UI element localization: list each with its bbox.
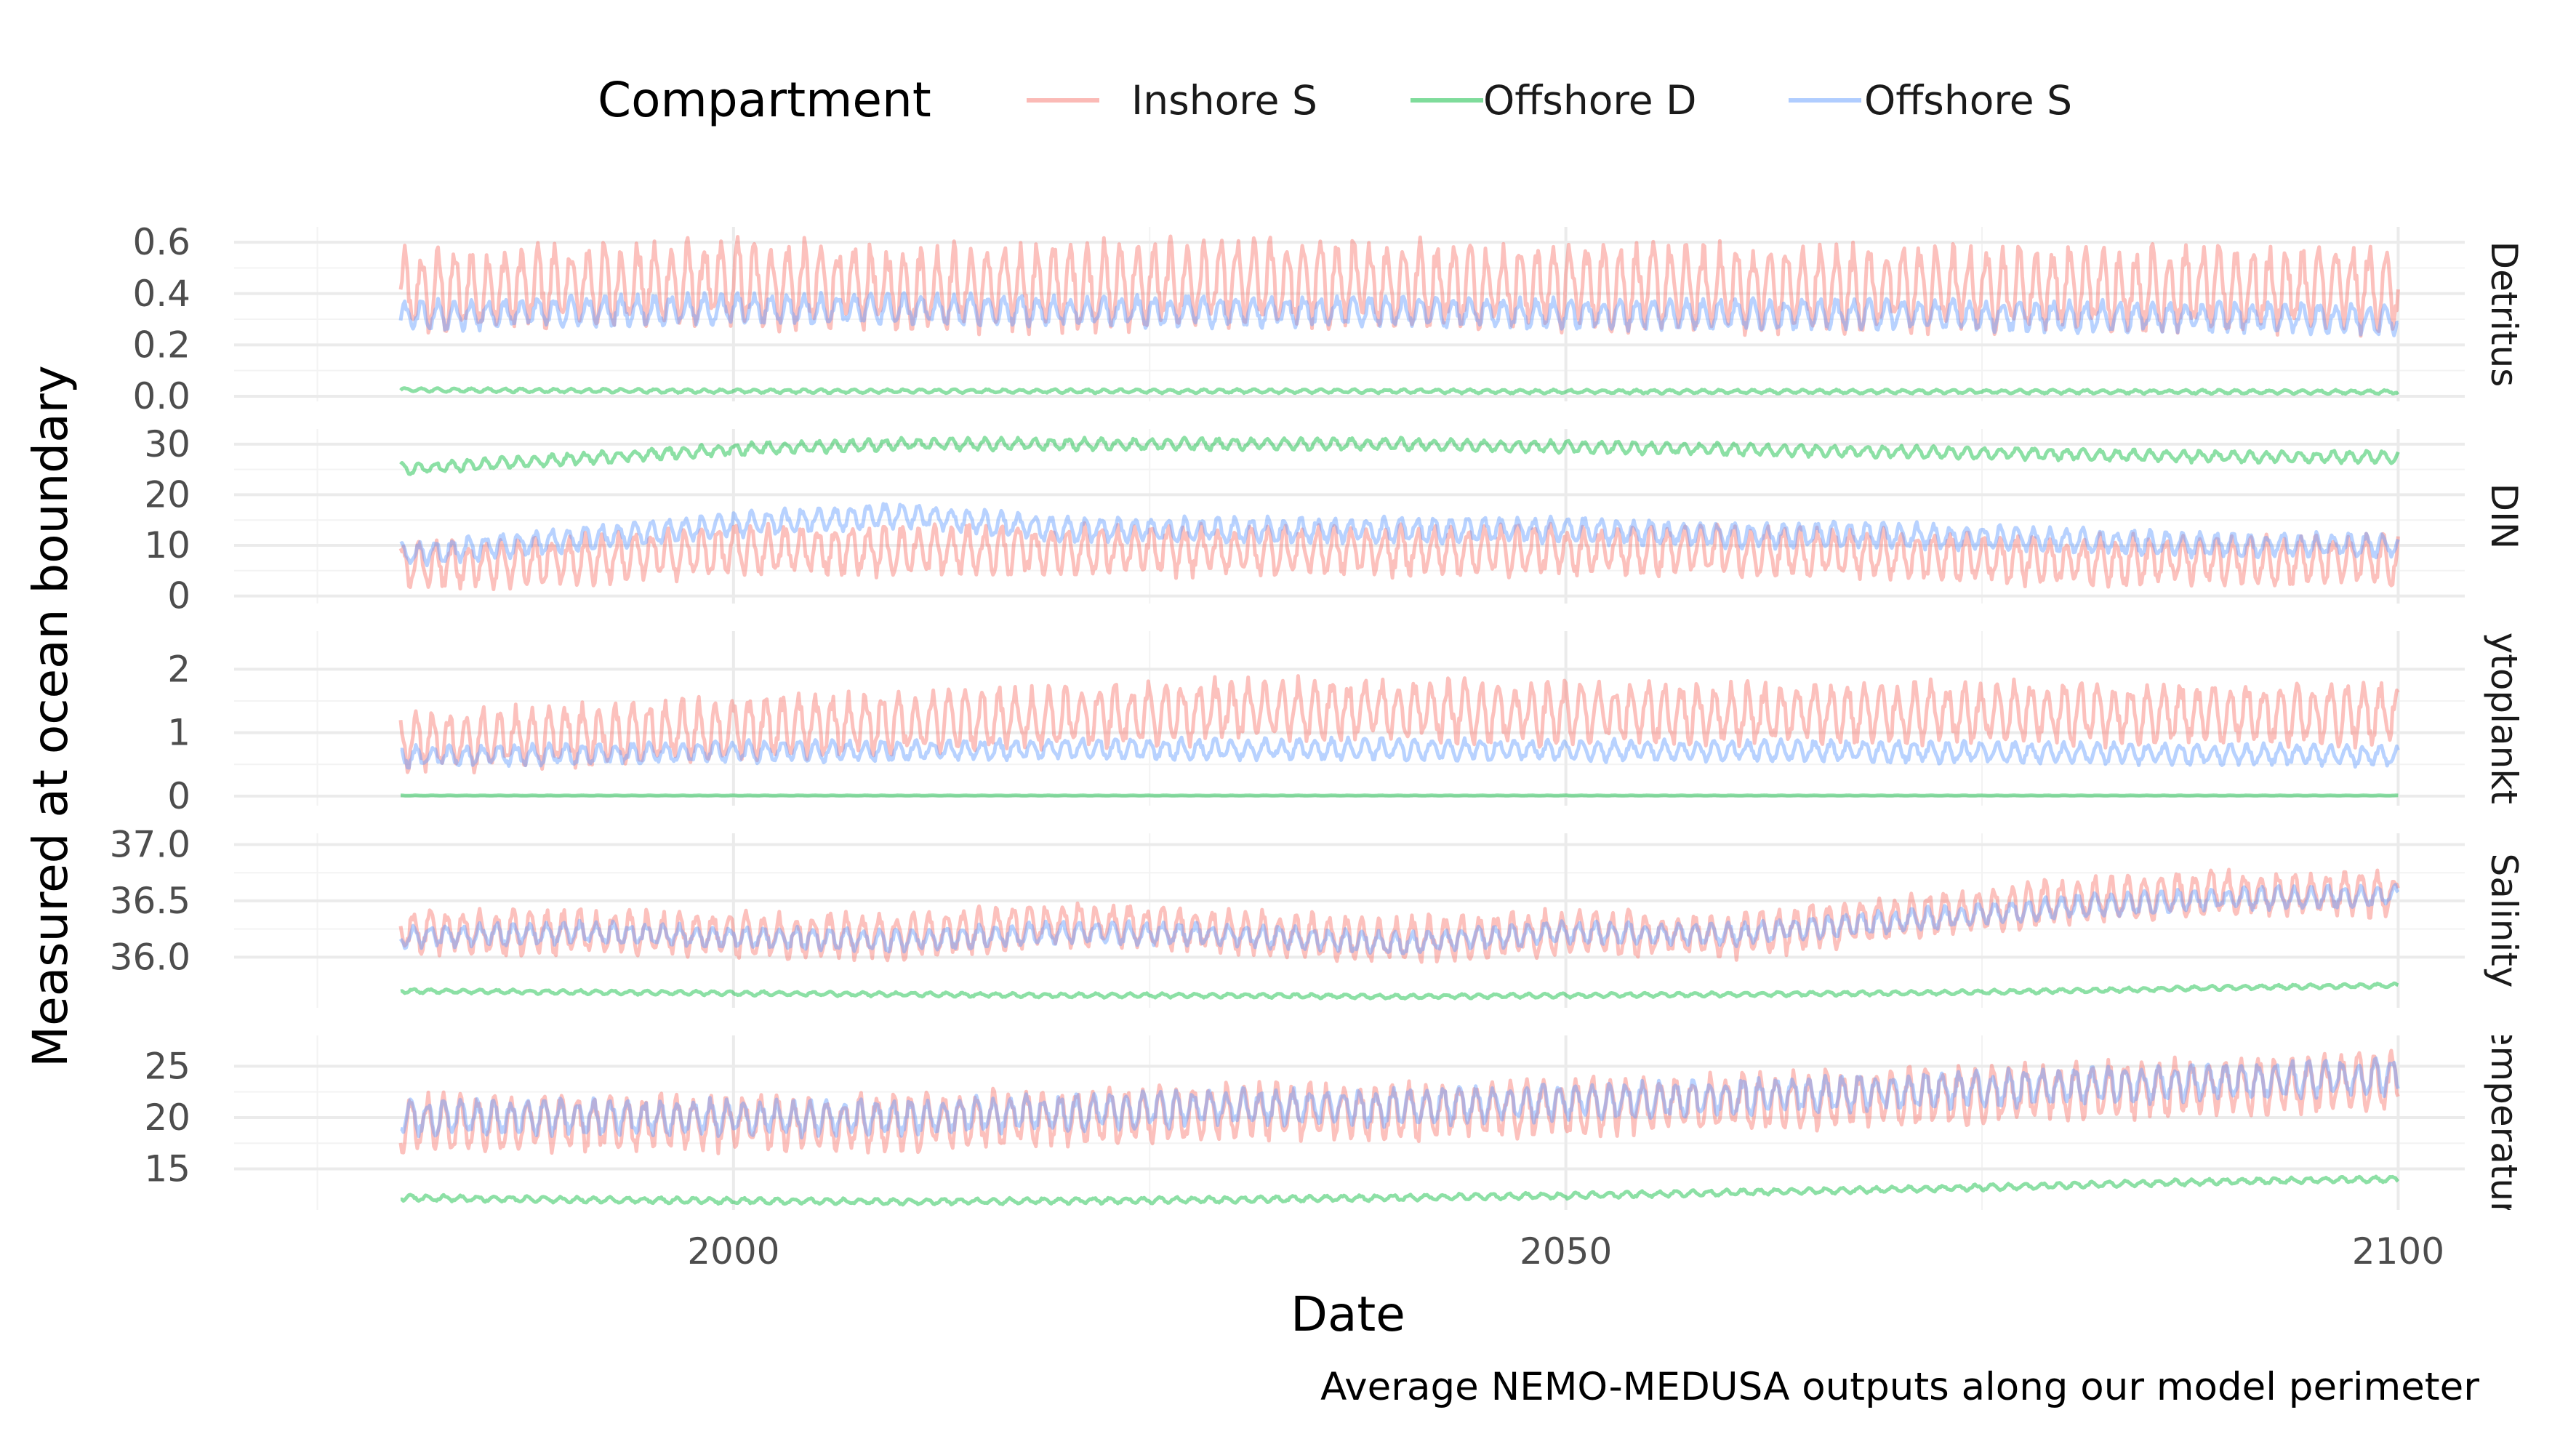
x-tick-label: 2100 xyxy=(2352,1230,2444,1272)
series-line-offshore-d xyxy=(400,793,2399,798)
y-tick-label: 10 xyxy=(144,524,190,566)
caption: Average NEMO-MEDUSA outputs along our mo… xyxy=(1320,1365,2479,1409)
facet-panels: 0.0 0.2 0.4 0.6 Detritus 0 10 20 30 DIN 0 1 2 Phytopl… xyxy=(110,221,2525,1238)
legend-title: Compartment xyxy=(598,72,931,128)
strip-label: DIN xyxy=(2483,484,2525,550)
y-tick-label: 0.2 xyxy=(132,324,190,366)
series-line-offshore-s xyxy=(400,1056,2400,1139)
series-line-offshore-s xyxy=(398,883,2400,955)
legend-label-offshore-d: Offshore D xyxy=(1483,77,1696,124)
legend: Compartment Inshore S Offshore D Offshor… xyxy=(598,72,2072,128)
panel-temperature: 15 20 25 Temperature xyxy=(144,1007,2525,1238)
y-tick-label: 0.6 xyxy=(132,221,190,263)
strip-phytoplankton: Phytoplankton xyxy=(2483,588,2525,849)
y-tick-label: 0.0 xyxy=(132,375,190,417)
y-axis-title: Measured at ocean boundary xyxy=(23,365,79,1067)
series-line-offshore-d xyxy=(399,386,2399,396)
panel-salinity: 36.0 36.5 37.0 Salinity xyxy=(110,823,2525,1008)
y-tick-label: 0 xyxy=(167,575,190,617)
series-line-offshore-s xyxy=(400,735,2400,770)
panel-din: 0 10 20 30 DIN xyxy=(144,423,2525,617)
y-tick-label: 36.5 xyxy=(110,880,190,922)
y-tick-label: 1 xyxy=(167,712,190,754)
x-tick-label: 2050 xyxy=(1520,1230,1612,1272)
series-line-offshore-s xyxy=(399,502,2400,568)
strip-din: DIN xyxy=(2483,484,2525,550)
series-line-inshore-s xyxy=(398,1049,2400,1155)
series-line-inshore-s xyxy=(398,867,2400,964)
y-tick-label: 36.0 xyxy=(110,936,190,978)
y-tick-label: 37.0 xyxy=(110,823,190,865)
series-line-inshore-s xyxy=(398,521,2400,591)
series-line-offshore-d xyxy=(400,981,2399,1001)
y-tick-label: 0.4 xyxy=(132,273,190,315)
strip-salinity: Salinity xyxy=(2483,854,2525,988)
y-tick-label: 25 xyxy=(144,1045,190,1087)
strip-label: Temperature xyxy=(2483,1007,2525,1238)
x-tick-label: 2000 xyxy=(687,1230,779,1272)
strip-temperature: Temperature xyxy=(2483,1007,2525,1238)
strip-label: Detritus xyxy=(2483,241,2525,388)
y-tick-label: 20 xyxy=(144,473,190,516)
x-axis-ticks: 2000 2050 2100 xyxy=(687,1230,2444,1272)
series-line-offshore-d xyxy=(399,436,2400,476)
strip-label: Salinity xyxy=(2483,854,2525,988)
y-tick-label: 2 xyxy=(167,648,190,690)
legend-label-offshore-s: Offshore S xyxy=(1864,77,2072,124)
series-line-inshore-s xyxy=(398,674,2400,774)
panel-phytoplankton: 0 1 2 Phytoplankton xyxy=(167,588,2525,849)
legend-label-inshore-s: Inshore S xyxy=(1131,77,1317,124)
strip-label: Phytoplankton xyxy=(2483,588,2525,849)
y-tick-label: 0 xyxy=(167,775,190,817)
panel-detritus: 0.0 0.2 0.4 0.6 Detritus xyxy=(132,221,2525,417)
series-line-offshore-d xyxy=(400,1174,2400,1207)
y-tick-label: 20 xyxy=(144,1097,190,1139)
y-tick-label: 15 xyxy=(144,1148,190,1190)
y-tick-label: 30 xyxy=(144,423,190,465)
strip-detritus: Detritus xyxy=(2483,241,2525,388)
series-line-inshore-s xyxy=(398,234,2400,338)
x-axis-title: Date xyxy=(1291,1286,1405,1342)
series-line-offshore-s xyxy=(398,291,2399,337)
